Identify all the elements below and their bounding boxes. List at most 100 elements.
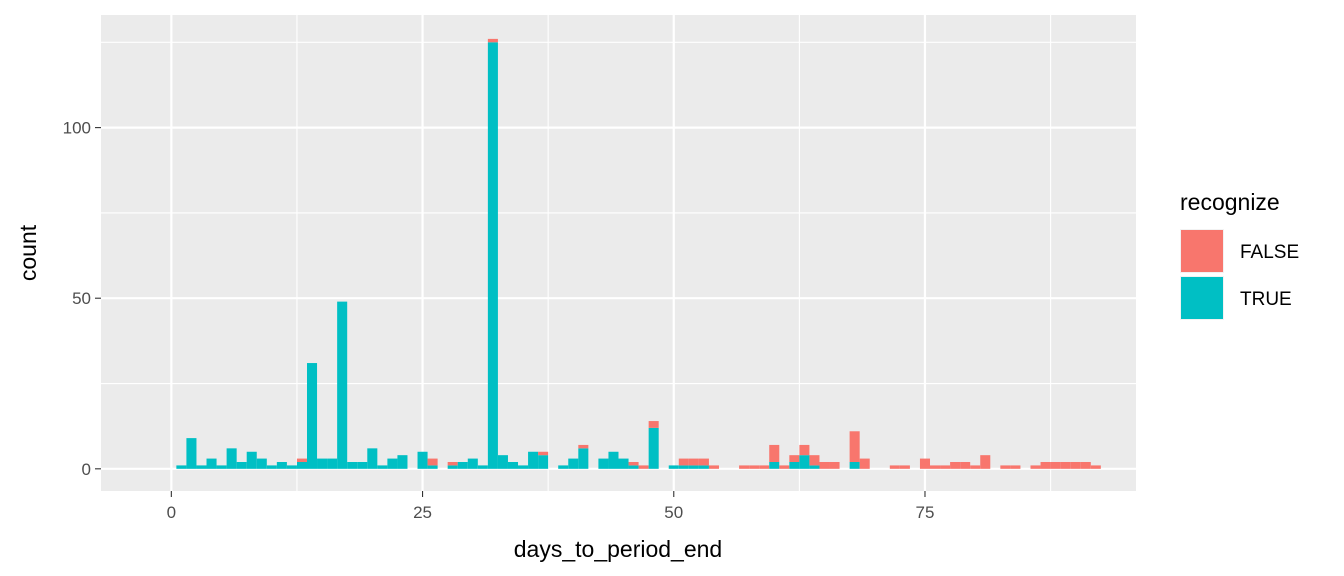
bar-false — [538, 451, 549, 456]
bar-false — [578, 444, 589, 449]
bar-true — [608, 451, 619, 469]
x-tick-label: 75 — [916, 503, 935, 522]
bar-true — [246, 451, 257, 469]
bar-true — [357, 461, 368, 469]
legend-label-false: FALSE — [1240, 242, 1299, 263]
bar-true — [538, 455, 549, 469]
y-tick-label: 0 — [82, 460, 91, 479]
bar-false — [930, 465, 941, 469]
bar-true — [176, 465, 187, 469]
bar-false — [940, 465, 951, 469]
bar-true — [578, 448, 589, 469]
bar-true — [598, 458, 609, 469]
bar-true — [236, 461, 247, 469]
bar-true — [789, 461, 800, 469]
bar-true — [497, 455, 508, 469]
bar-false — [628, 461, 639, 466]
bar-true — [337, 301, 348, 469]
bar-true — [618, 458, 629, 469]
bar-false — [708, 465, 719, 469]
bar-true — [427, 465, 438, 469]
x-axis: 0 25 50 75 — [167, 491, 935, 522]
bar-false — [447, 461, 458, 466]
y-axis-title: count — [15, 224, 41, 281]
bar-false — [1030, 465, 1041, 469]
bar-false — [1040, 461, 1051, 469]
bar-true — [317, 458, 328, 469]
y-tick-label: 50 — [72, 289, 91, 308]
bar-true — [186, 438, 197, 469]
bar-false — [950, 461, 961, 469]
bar-true — [397, 455, 408, 469]
bar-false — [1010, 465, 1021, 469]
bar-true — [477, 465, 488, 469]
bar-false — [809, 455, 820, 466]
bar-false — [970, 465, 981, 469]
bar-true — [226, 448, 237, 469]
bar-false — [799, 444, 810, 456]
legend-label-true: TRUE — [1240, 289, 1292, 310]
bar-false — [819, 461, 830, 469]
x-axis-title: days_to_period_end — [514, 536, 722, 562]
bar-true — [266, 465, 277, 469]
legend: recognize FALSE TRUE — [1180, 189, 1299, 320]
legend-title: recognize — [1180, 189, 1280, 215]
bar-true — [417, 451, 428, 469]
bar-false — [638, 465, 649, 469]
bar-true — [306, 363, 318, 469]
bar-true — [296, 461, 307, 469]
bar-true — [628, 465, 639, 469]
bar-true — [276, 461, 287, 469]
bar-true — [668, 465, 679, 469]
bar-false — [427, 458, 438, 466]
y-axis: 0 50 100 — [63, 119, 101, 479]
bar-true — [849, 461, 860, 469]
bar-false — [960, 461, 971, 469]
bar-true — [558, 465, 569, 469]
bar-false — [648, 421, 659, 428]
bar-true — [648, 427, 659, 469]
bar-true — [528, 451, 539, 469]
bar-false — [789, 455, 800, 462]
bar-true — [196, 465, 207, 469]
bar-false — [849, 431, 860, 462]
bar-true — [568, 458, 579, 469]
bar-true — [507, 461, 519, 469]
bar-true — [799, 455, 810, 469]
bar-true — [678, 465, 689, 469]
x-tick-label: 25 — [413, 503, 432, 522]
bar-false — [759, 465, 770, 469]
panel-background — [101, 15, 1136, 491]
bar-true — [688, 465, 699, 469]
bar-false — [1050, 461, 1061, 469]
legend-swatch-true — [1181, 277, 1223, 319]
bar-true — [206, 458, 217, 469]
bar-true — [447, 465, 458, 469]
bar-false — [899, 465, 910, 469]
bar-true — [256, 458, 267, 469]
bar-true — [769, 461, 780, 469]
bar-true — [467, 458, 478, 469]
bar-false — [698, 458, 709, 466]
bar-true — [327, 458, 338, 469]
bar-true — [809, 465, 820, 469]
bar-false — [296, 458, 307, 462]
bar-false — [1080, 461, 1091, 469]
bar-true — [457, 461, 468, 469]
bar-false — [487, 38, 498, 43]
bar-false — [1090, 465, 1101, 469]
bar-false — [1060, 461, 1071, 469]
bar-false — [739, 465, 750, 469]
bar-false — [769, 444, 780, 462]
bar-true — [387, 458, 398, 469]
bar-false — [919, 458, 931, 469]
bars — [176, 38, 1101, 469]
bar-false — [829, 461, 840, 469]
bar-false — [749, 465, 760, 469]
bar-false — [678, 458, 689, 466]
legend-swatch-false — [1181, 230, 1223, 272]
bar-true — [698, 465, 709, 469]
bar-true — [367, 448, 378, 469]
bar-true — [487, 42, 498, 469]
bar-false — [779, 465, 790, 469]
